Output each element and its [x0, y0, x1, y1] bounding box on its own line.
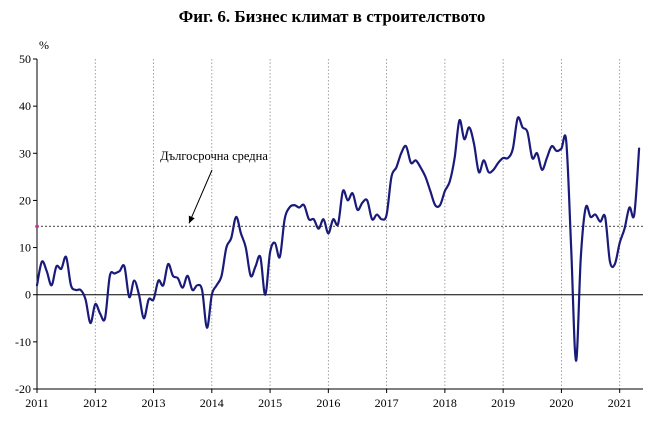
- annotation-arrow: [188, 169, 213, 224]
- long-term-average: [35, 224, 643, 229]
- x-tick-label: 2011: [25, 396, 49, 410]
- average-marker: [35, 224, 39, 229]
- y-tick-label: 0: [25, 288, 31, 302]
- y-tick-label: 50: [19, 52, 31, 66]
- annotation-arrowhead: [188, 215, 195, 224]
- y-tick-label: 40: [19, 99, 31, 113]
- y-tick-label: 20: [19, 193, 31, 207]
- x-tick-label: 2021: [608, 396, 632, 410]
- chart-title: Фиг. 6. Бизнес климат в строителството: [179, 7, 486, 26]
- y-tick-label: 10: [19, 241, 31, 255]
- x-tick-label: 2012: [83, 396, 107, 410]
- x-tick-label: 2019: [491, 396, 515, 410]
- y-tick-label: 30: [19, 146, 31, 160]
- annotation: Дългосрочна средна: [160, 149, 268, 224]
- average-annotation-label: Дългосрочна средна: [160, 149, 268, 163]
- x-tick-label: 2016: [316, 396, 340, 410]
- x-tick-label: 2014: [200, 396, 224, 410]
- x-tick-label: 2015: [258, 396, 282, 410]
- x-tick-label: 2020: [549, 396, 573, 410]
- y-tick-label: -10: [15, 335, 31, 349]
- series-line: [35, 116, 641, 362]
- x-tick-label: 2017: [375, 396, 399, 410]
- y-tick-labels: 50 40 30 20 10 0 -10 -20: [15, 52, 31, 396]
- x-tick-labels: 2011 2012 2013 2014 2015 2016 2017 2018 2019 2020…: [25, 396, 631, 410]
- series: [35, 116, 641, 362]
- y-axis-unit: %: [39, 38, 49, 52]
- y-tick-label: -20: [15, 382, 31, 396]
- x-tick-label: 2013: [142, 396, 166, 410]
- x-tick-label: 2018: [433, 396, 457, 410]
- gridlines: [94, 59, 621, 389]
